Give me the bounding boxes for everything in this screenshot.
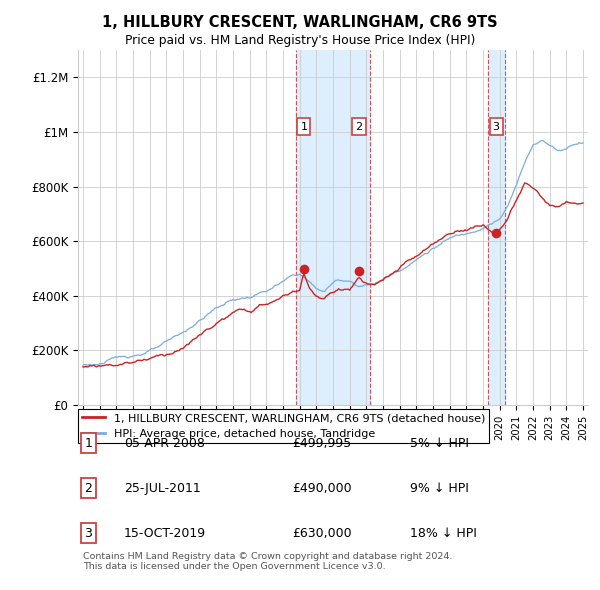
Text: 2: 2 [84,481,92,494]
Text: £630,000: £630,000 [292,527,352,540]
Text: 05-APR-2008: 05-APR-2008 [124,437,205,450]
Text: 9% ↓ HPI: 9% ↓ HPI [409,481,469,494]
Text: Contains HM Land Registry data © Crown copyright and database right 2024.
This d: Contains HM Land Registry data © Crown c… [83,552,452,571]
Text: 2: 2 [355,122,362,132]
Text: 18% ↓ HPI: 18% ↓ HPI [409,527,476,540]
Bar [488,50,505,405]
Text: £490,000: £490,000 [292,481,352,494]
Text: 25-JUL-2011: 25-JUL-2011 [124,481,200,494]
Text: 1, HILLBURY CRESCENT, WARLINGHAM, CR6 9TS: 1, HILLBURY CRESCENT, WARLINGHAM, CR6 9T… [102,15,498,30]
Text: 3: 3 [84,527,92,540]
Text: Price paid vs. HM Land Registry's House Price Index (HPI): Price paid vs. HM Land Registry's House … [125,34,475,47]
Text: 1: 1 [84,437,92,450]
Text: 3: 3 [493,122,500,132]
Legend: 1, HILLBURY CRESCENT, WARLINGHAM, CR6 9TS (detached house), HPI: Average price, : 1, HILLBURY CRESCENT, WARLINGHAM, CR6 9T… [78,409,490,443]
Text: 1: 1 [301,122,307,132]
Text: 15-OCT-2019: 15-OCT-2019 [124,527,206,540]
Text: £499,995: £499,995 [292,437,352,450]
Bar [296,50,370,405]
Text: 5% ↓ HPI: 5% ↓ HPI [409,437,469,450]
